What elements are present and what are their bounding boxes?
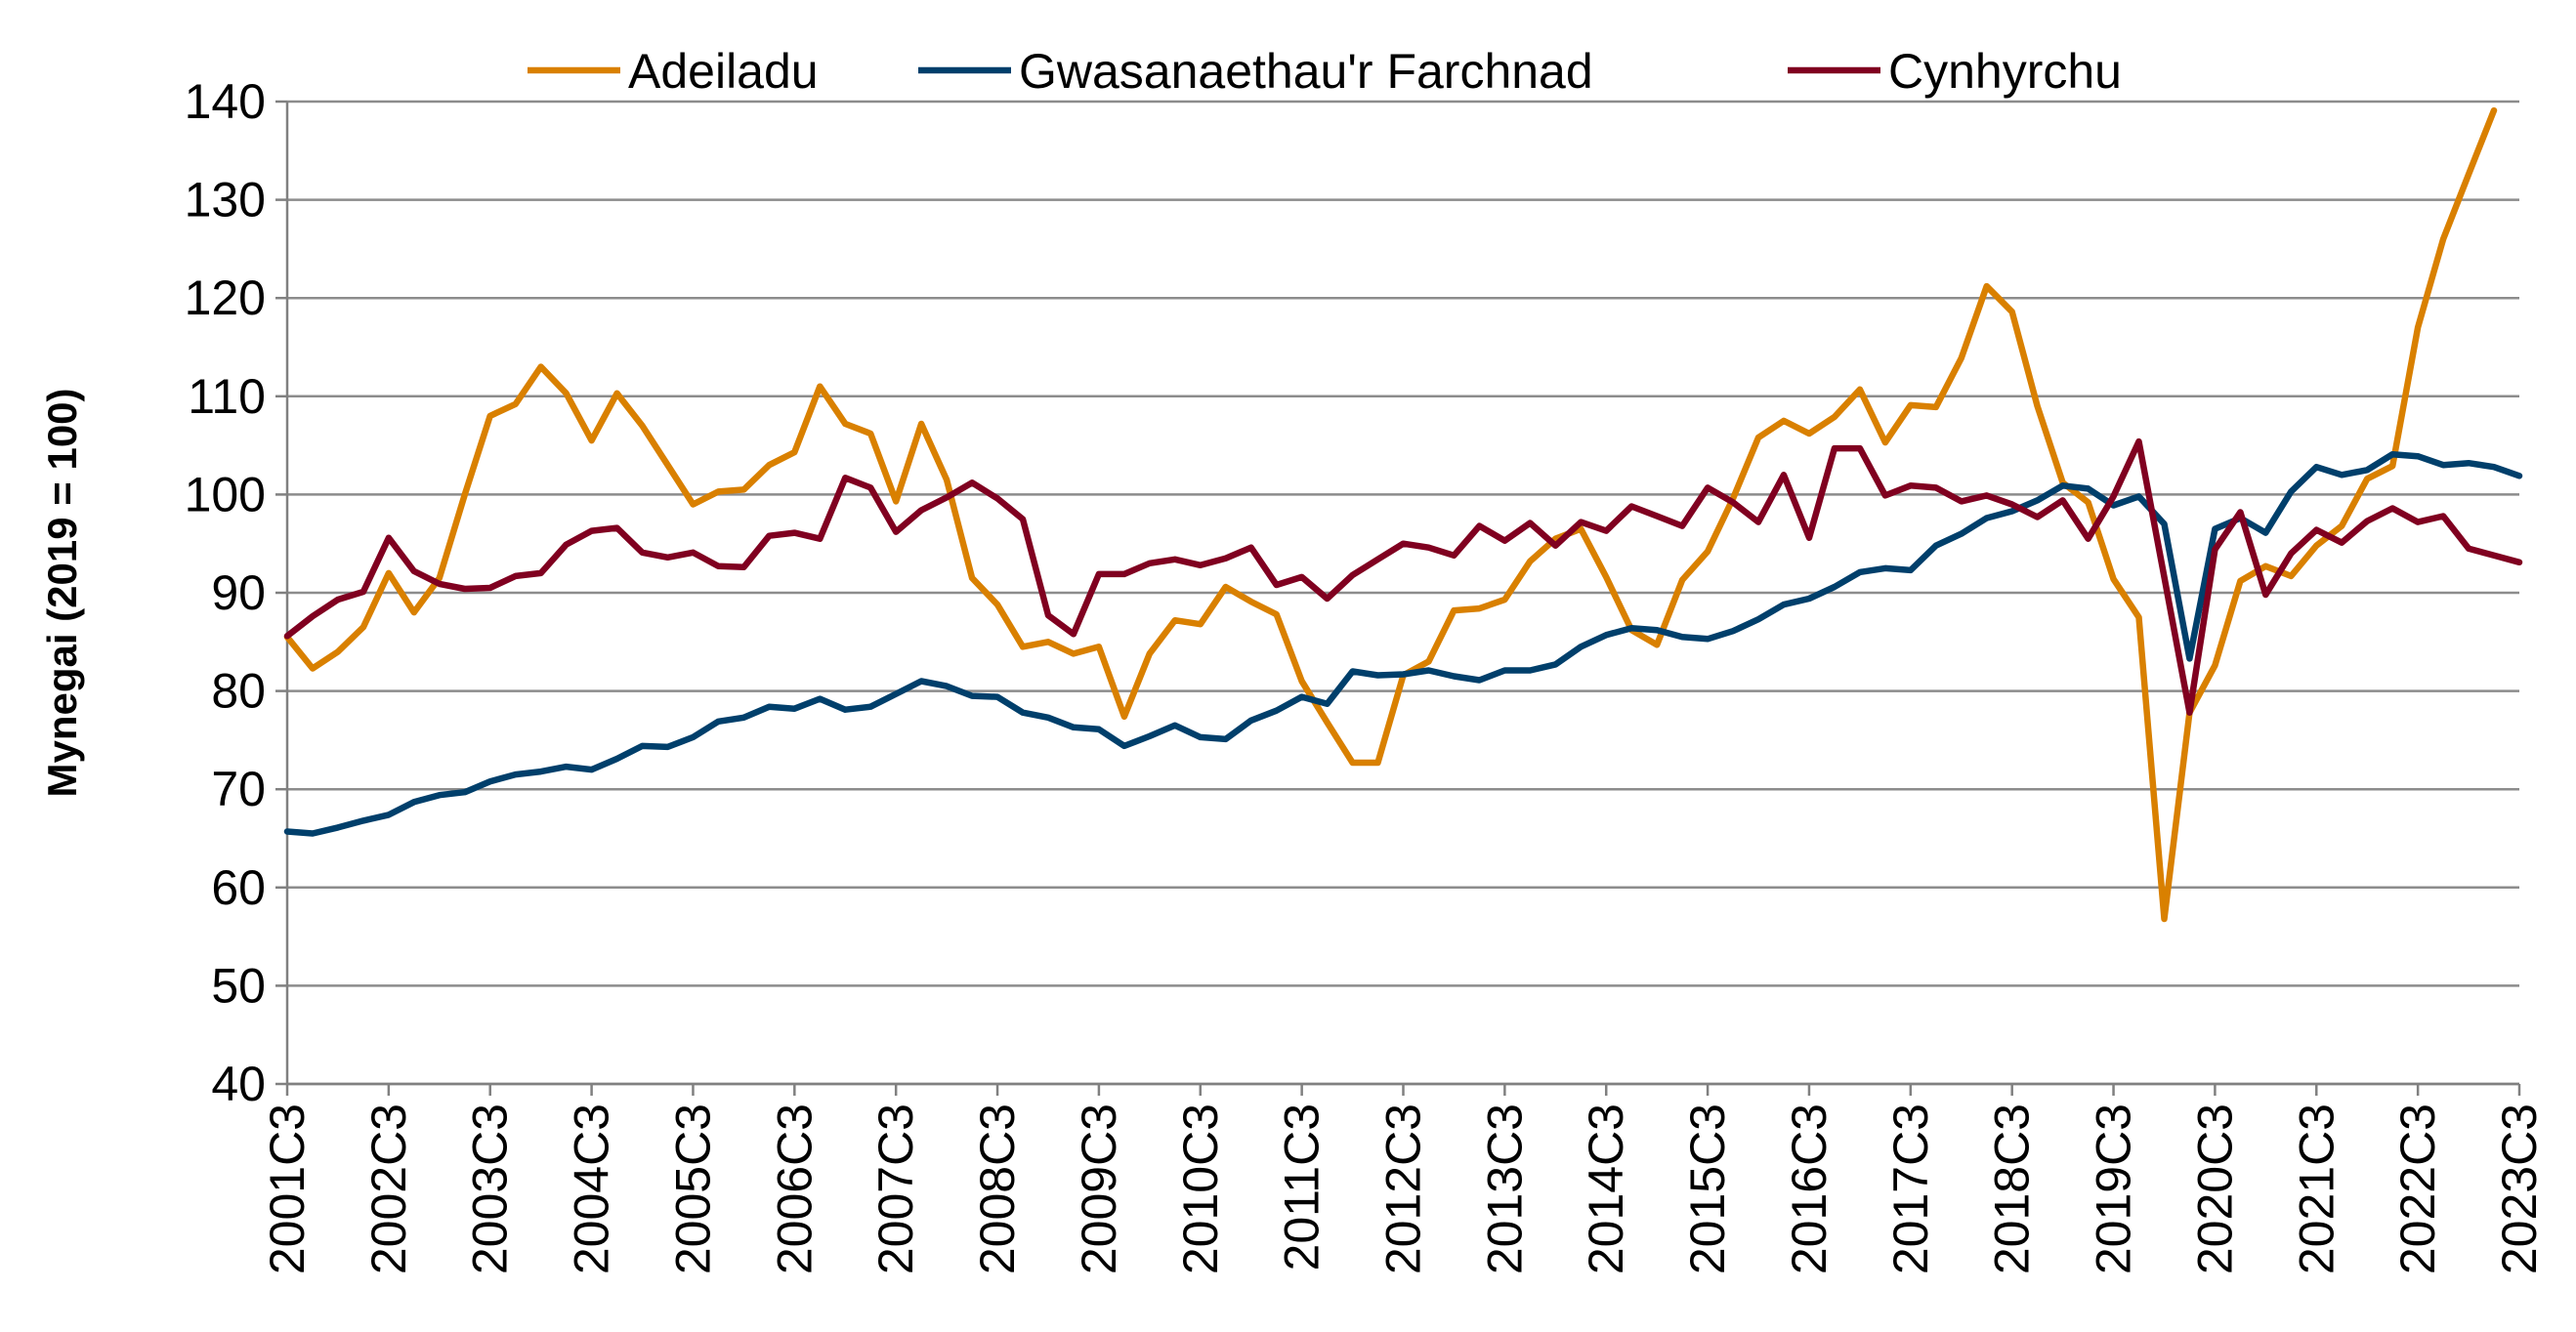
- x-tick-label: 2008C3: [970, 1103, 1025, 1274]
- x-tick-label: 2003C3: [463, 1103, 518, 1274]
- legend-label: Adeiladu: [628, 44, 819, 99]
- y-tick-label: 120: [185, 271, 266, 325]
- x-tick-label: 2019C3: [2087, 1103, 2141, 1274]
- x-tick-label: 2011C3: [1275, 1103, 1330, 1270]
- y-tick-label: 130: [185, 173, 266, 228]
- x-tick-label: 2004C3: [565, 1103, 619, 1274]
- y-axis: 40 50 60 70 80 90 100 110 120 130 140: [185, 74, 289, 1111]
- x-tick-label: 2015C3: [1680, 1103, 1735, 1274]
- y-tick-label: 70: [211, 762, 266, 816]
- series-line-cynhyrchu: [283, 437, 2523, 716]
- y-tick-label: 90: [211, 565, 266, 620]
- legend-label: Cynhyrchu: [1888, 44, 2122, 99]
- x-tick-label: 2007C3: [868, 1103, 923, 1274]
- y-tick-label: 140: [185, 74, 266, 129]
- x-tick-label: 2012C3: [1376, 1103, 1431, 1274]
- series-lines: [283, 106, 2523, 923]
- x-tick-label: 2002C3: [361, 1103, 416, 1274]
- x-tick-label: 2006C3: [767, 1103, 822, 1274]
- x-tick-label: 2014C3: [1579, 1103, 1633, 1274]
- legend-item: Cynhyrchu: [1788, 44, 2122, 99]
- y-tick-label: 110: [188, 369, 266, 424]
- legend-item: Gwasanaethau'r Farchnad: [918, 44, 1593, 99]
- x-tick-label: 2018C3: [1985, 1103, 2040, 1274]
- gridlines: [287, 100, 2519, 1086]
- series-line-gwasanaethau-r-farchnad: [283, 450, 2523, 837]
- legend-item: Adeiladu: [528, 44, 819, 99]
- x-axis: 2001C3 2002C3 2003C3 2004C3 2005C3 2006C3 2007…: [260, 1082, 2547, 1274]
- x-tick-label: 2021C3: [2289, 1103, 2344, 1274]
- series-line-adeiladu: [283, 106, 2498, 923]
- x-tick-label: 2023C3: [2492, 1103, 2547, 1274]
- x-tick-label: 2005C3: [665, 1103, 720, 1274]
- y-axis-title: Mynegai (2019 = 100): [39, 388, 85, 797]
- x-tick-label: 2009C3: [1072, 1103, 1126, 1274]
- y-tick-label: 40: [211, 1057, 266, 1111]
- y-tick-label: 80: [211, 664, 266, 719]
- x-tick-label: 2017C3: [1883, 1103, 1938, 1274]
- legend: Adeiladu Gwasanaethau'r Farchnad Cynhyrchu: [528, 44, 2122, 99]
- x-tick-label: 2010C3: [1173, 1103, 1228, 1274]
- x-tick-label: 2016C3: [1782, 1103, 1837, 1274]
- y-tick-label: 100: [185, 467, 266, 521]
- legend-label: Gwasanaethau'r Farchnad: [1019, 44, 1593, 99]
- y-tick-label: 60: [211, 860, 266, 915]
- x-tick-label: 2001C3: [260, 1103, 315, 1274]
- x-tick-label: 2013C3: [1477, 1103, 1532, 1274]
- y-tick-label: 50: [211, 958, 266, 1013]
- x-tick-label: 2020C3: [2187, 1103, 2242, 1274]
- x-tick-label: 2022C3: [2390, 1103, 2445, 1274]
